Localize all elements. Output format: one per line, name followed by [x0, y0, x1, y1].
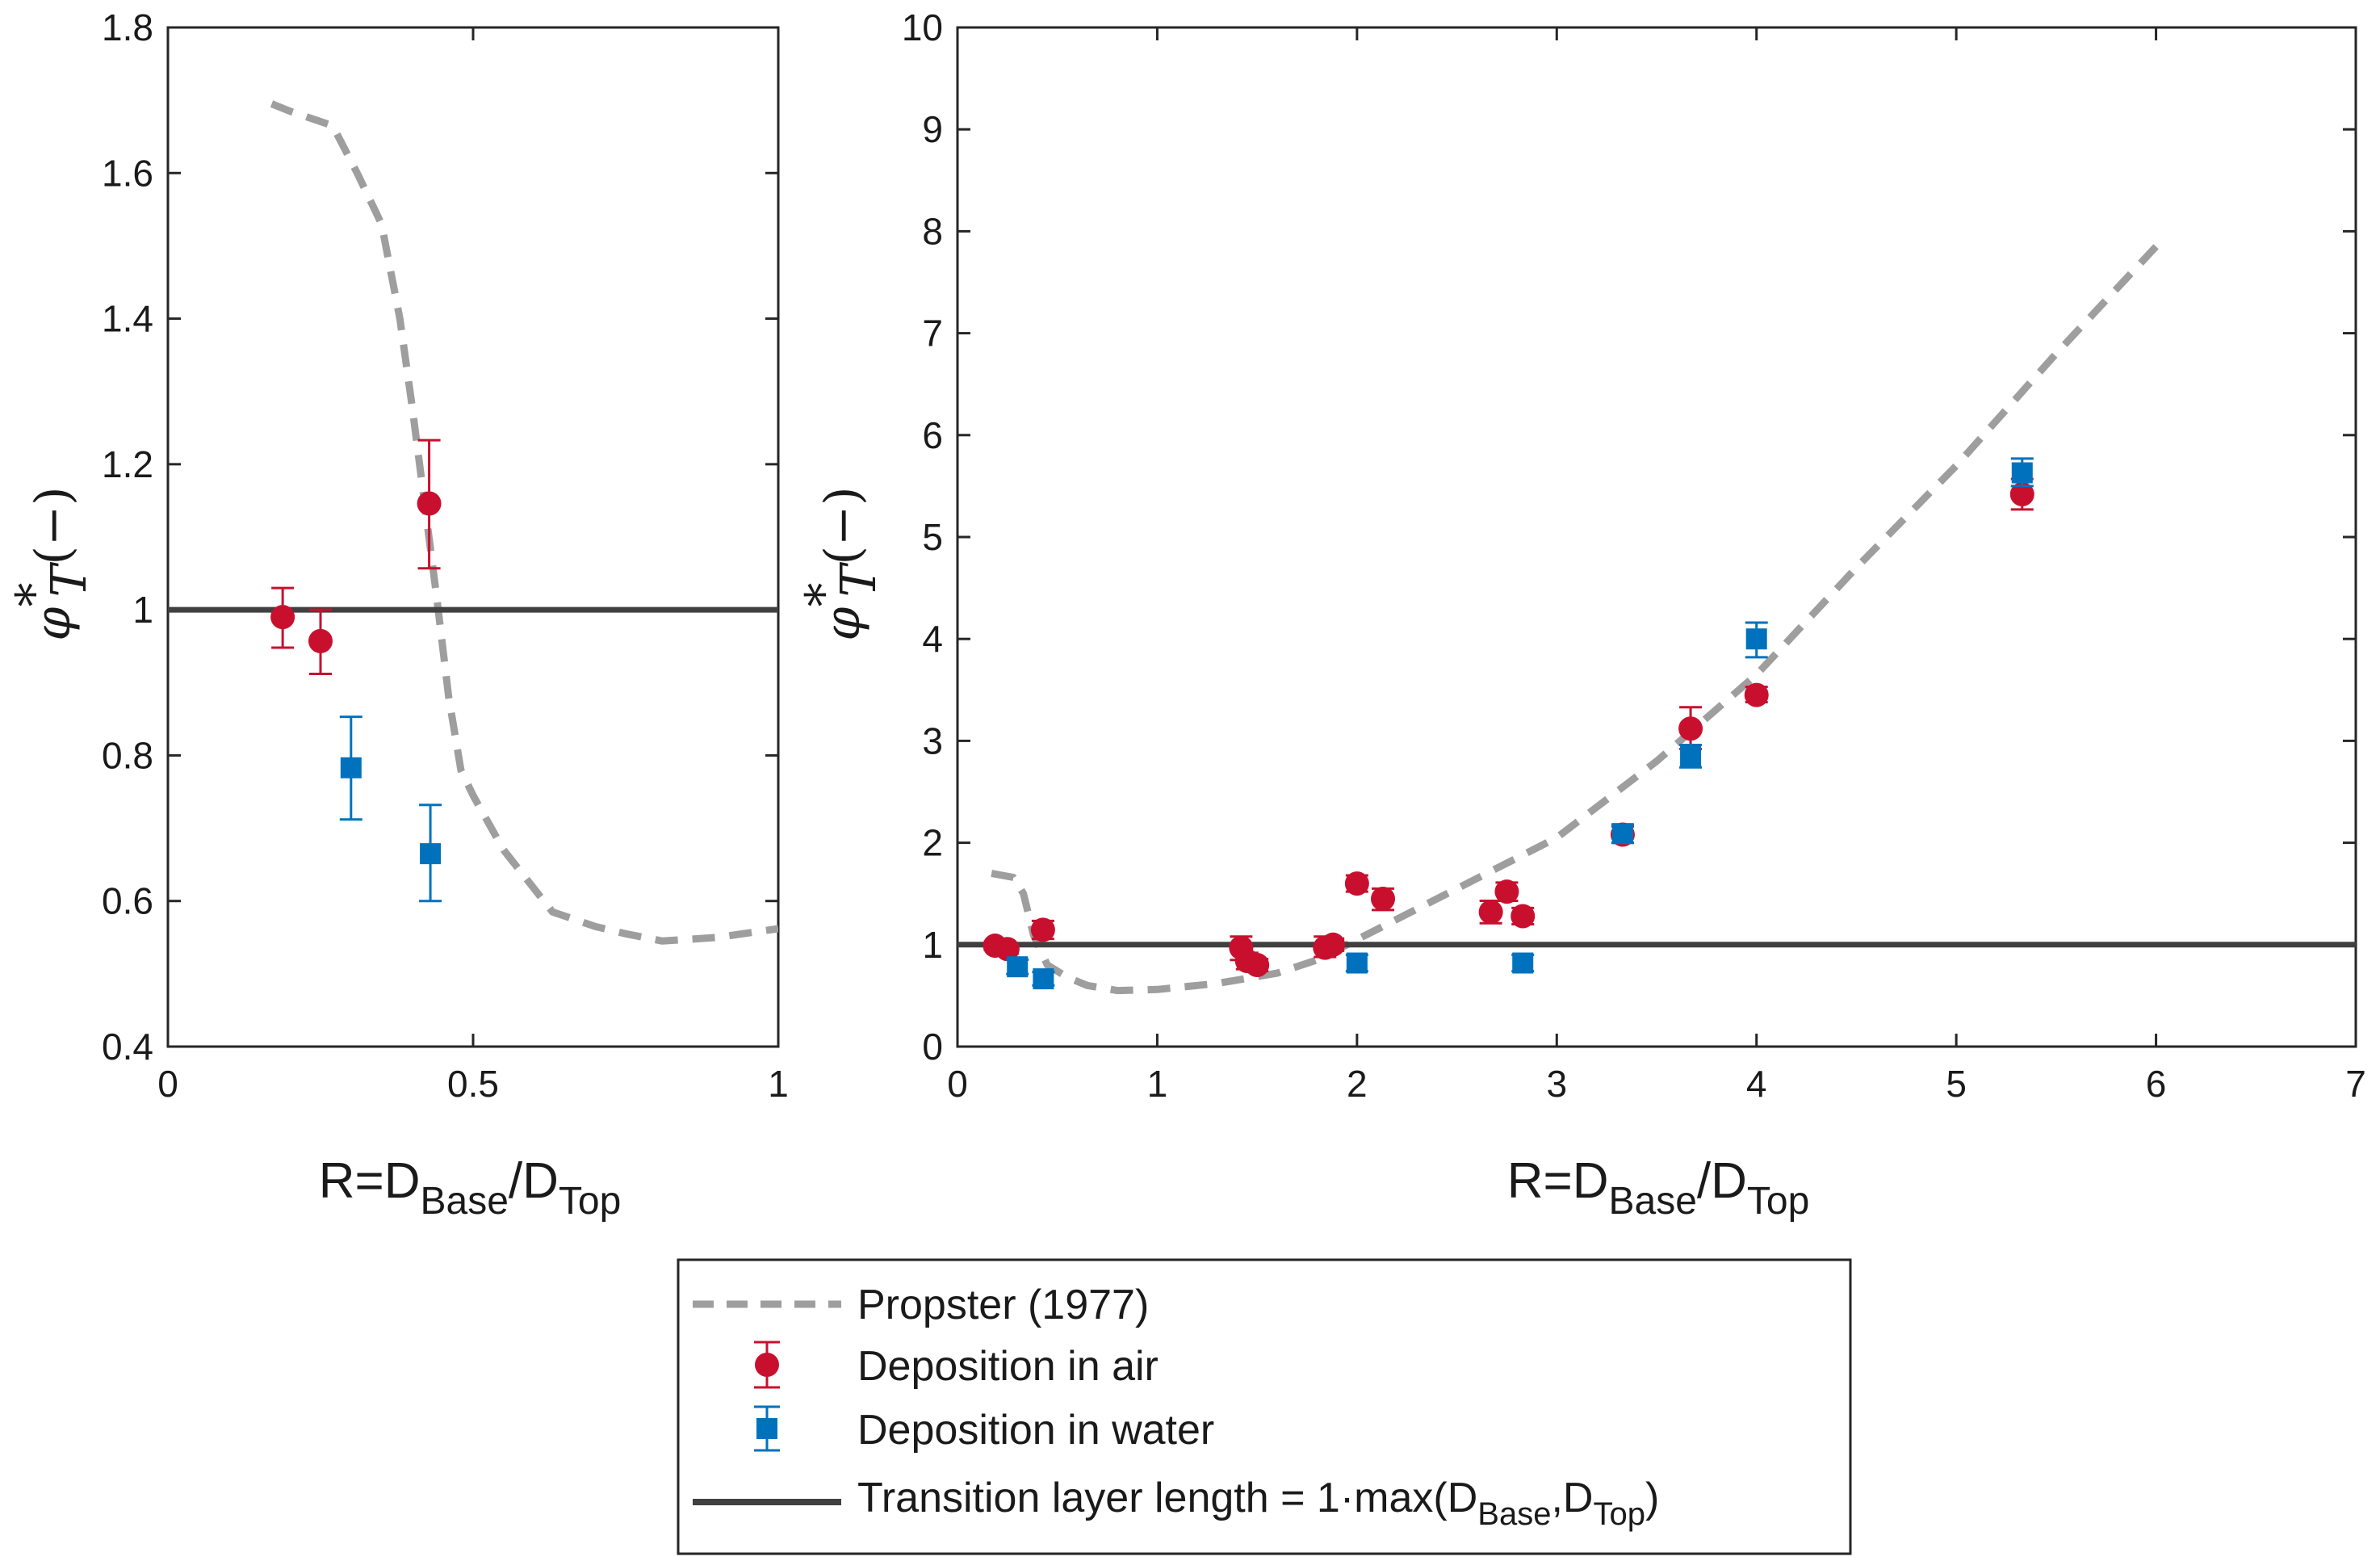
- left-air-point: [417, 491, 442, 516]
- legend-item-propster: Propster (1977): [693, 1282, 1149, 1328]
- left-y-tick-label: 0.6: [102, 880, 153, 922]
- right-water-point: [1611, 823, 1633, 845]
- left-x-tick-label: 0.5: [447, 1063, 499, 1105]
- right-y-tick-label: 7: [922, 313, 943, 355]
- left-water-point: [340, 757, 362, 778]
- legend-transition-label: Transition layer length = 1·max(DBase,DT…: [857, 1475, 1659, 1532]
- right-air-point: [995, 937, 1020, 962]
- right-y-tick-label: 3: [922, 720, 943, 762]
- left-y-tick-label: 0.8: [102, 734, 153, 776]
- left-y-tick-label: 0.4: [102, 1026, 153, 1068]
- right-x-tick-label: 3: [1546, 1063, 1567, 1105]
- left-y-tick-label: 1: [132, 589, 153, 631]
- right-y-axis-title: φ*T(−): [795, 486, 887, 640]
- left-air-point: [270, 605, 295, 630]
- left-air-point: [308, 628, 333, 653]
- legend-box: [677, 1258, 1852, 1555]
- right-x-tick-label: 4: [1746, 1063, 1767, 1105]
- right-air-point: [1371, 887, 1396, 912]
- right-air-point: [1344, 871, 1369, 896]
- left-x-axis-title: R=DBase/DTop: [319, 1153, 622, 1223]
- right-air-point: [1494, 879, 1519, 904]
- left-plot-area: [168, 100, 778, 945]
- right-y-tick-label: 9: [922, 108, 943, 150]
- left-chart-panel: 0 0.5 1 0.4 0.6 0.8 1 1.2 1.4 1.6 1.8: [102, 6, 789, 1105]
- right-x-tick-label: 5: [1946, 1063, 1967, 1105]
- right-axes-box: [956, 26, 2357, 1048]
- legend-air-label: Deposition in air: [857, 1343, 1159, 1390]
- left-axes-box: [166, 26, 780, 1048]
- right-air-point: [1321, 932, 1346, 957]
- legend-water-label: Deposition in water: [857, 1407, 1214, 1454]
- legend-item-transition: Transition layer length = 1·max(DBase,DT…: [693, 1475, 1659, 1532]
- right-x-axis-title: R=DBase/DTop: [1507, 1153, 1810, 1223]
- right-air-point: [1744, 682, 1769, 707]
- right-x-tick-label: 6: [2146, 1063, 2167, 1105]
- right-water-point: [1512, 952, 1534, 974]
- left-water-point: [420, 843, 442, 865]
- right-y-tick-label: 6: [922, 414, 943, 456]
- right-chart-panel: 0 1 2 3 4 5 6 7 0 1 2 3 4 5 6 7 8 9 10: [902, 6, 2366, 1105]
- right-air-point: [1245, 953, 1270, 978]
- left-x-tick-label: 0: [157, 1063, 178, 1105]
- right-water-point: [2011, 462, 2033, 484]
- legend-water-square-icon: [756, 1418, 777, 1439]
- right-water-point: [1033, 968, 1054, 990]
- legend-item-water: Deposition in water: [754, 1405, 1214, 1454]
- right-y-tick-label: 0: [922, 1026, 943, 1068]
- right-y-tick-label: 5: [922, 516, 943, 558]
- right-x-tick-label: 7: [2345, 1063, 2366, 1105]
- legend-propster-label: Propster (1977): [857, 1282, 1149, 1328]
- legend-item-air: Deposition in air: [754, 1341, 1159, 1390]
- left-propster-line: [270, 100, 778, 945]
- right-propster-line: [991, 244, 2159, 995]
- legend-air-circle-icon: [755, 1353, 779, 1377]
- right-air-point: [2009, 481, 2034, 506]
- right-y-tick-label: 8: [922, 210, 943, 252]
- left-x-tick-label: 1: [768, 1063, 789, 1105]
- left-y-tick-label: 1.4: [102, 298, 153, 340]
- right-air-point: [1678, 716, 1703, 741]
- right-y-tick-label: 4: [922, 618, 943, 660]
- left-y-tick-label: 1.8: [102, 6, 153, 48]
- left-y-tick-label: 1.6: [102, 152, 153, 194]
- right-air-point: [1511, 904, 1536, 929]
- right-x-tick-label: 2: [1347, 1063, 1368, 1105]
- right-water-point: [1346, 952, 1368, 974]
- right-water-point: [1680, 745, 1702, 767]
- right-x-tick-label: 0: [947, 1063, 968, 1105]
- right-plot-area: [957, 244, 2356, 995]
- right-air-point: [1030, 917, 1055, 942]
- left-y-axis-title: φ*T(−): [6, 486, 98, 640]
- right-y-tick-label: 10: [902, 6, 943, 48]
- right-x-tick-label: 1: [1147, 1063, 1168, 1105]
- left-y-tick-label: 1.2: [102, 443, 153, 485]
- right-water-point: [1745, 628, 1767, 650]
- right-y-tick-label: 2: [922, 822, 943, 864]
- legend: Propster (1977) Deposition in air Deposi…: [677, 1258, 1852, 1555]
- right-y-tick-label: 1: [922, 924, 943, 966]
- right-water-point: [1007, 956, 1029, 978]
- right-air-point: [1478, 900, 1503, 925]
